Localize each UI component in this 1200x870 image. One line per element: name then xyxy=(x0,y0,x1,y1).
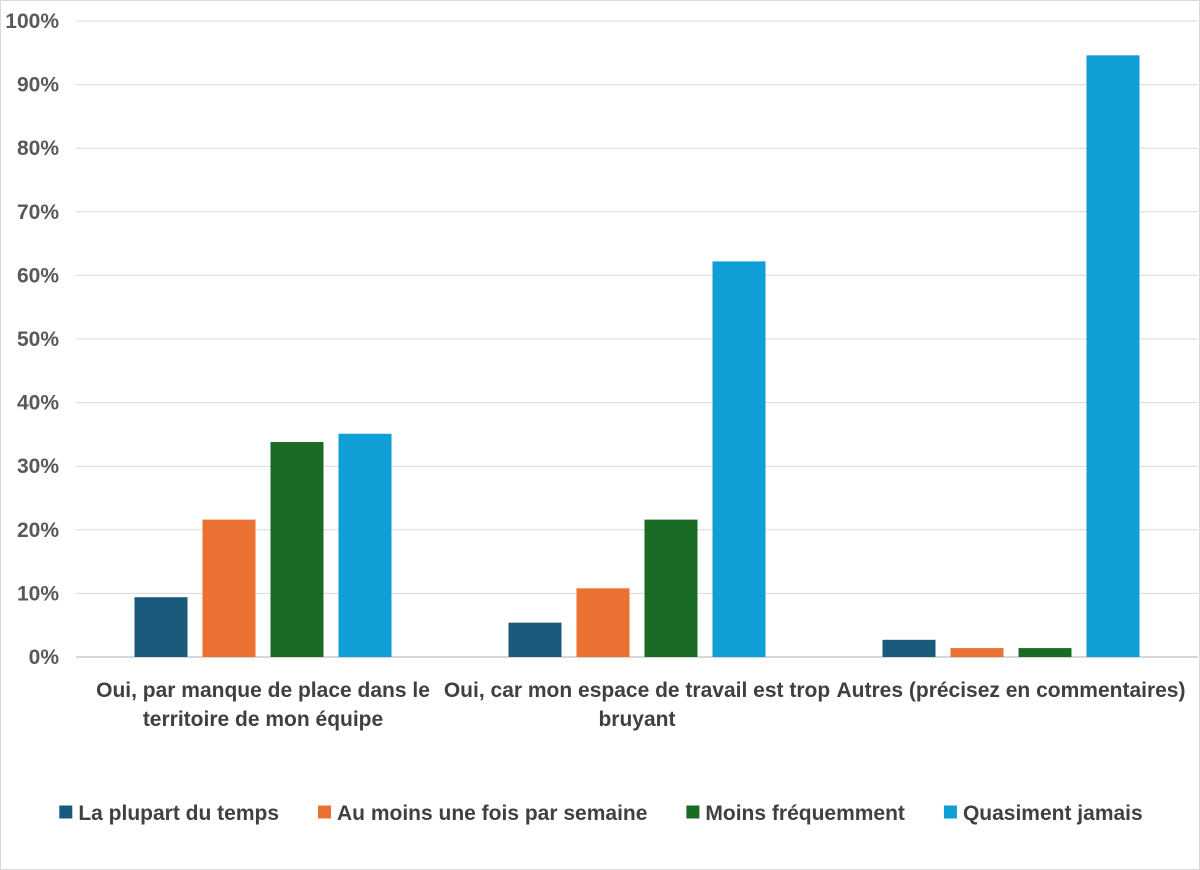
y-tick-label: 50% xyxy=(17,328,59,351)
x-category-label: Oui, par manque de place dans le territoi… xyxy=(96,679,430,731)
y-tick-label: 60% xyxy=(17,264,59,287)
y-tick-label: 0% xyxy=(29,646,60,669)
legend-swatch xyxy=(686,805,700,819)
x-axis-categories: Oui, par manque de place dans le territoi… xyxy=(96,679,1185,731)
legend-item: Quasiment jamais xyxy=(943,802,1143,825)
y-axis-ticks: 0% 10% 20% 30% 40% 50% 60% 70% 80% 90% 100% xyxy=(5,10,59,669)
legend-swatch xyxy=(318,805,331,819)
bar xyxy=(270,442,324,657)
bar xyxy=(1086,55,1140,658)
legend-item: Au moins une fois par semaine xyxy=(318,802,647,825)
x-category-label: Oui, car mon espace de travail est trop b… xyxy=(444,679,830,731)
bar xyxy=(1018,648,1072,657)
legend-swatch xyxy=(943,805,957,819)
y-tick-label: 20% xyxy=(17,519,59,542)
y-tick-label: 90% xyxy=(17,74,59,97)
bar xyxy=(134,597,188,657)
bar xyxy=(576,588,630,657)
bar xyxy=(644,519,698,657)
legend-item: Moins fréquemment xyxy=(686,802,905,825)
legend-item: La plupart du temps xyxy=(59,802,279,825)
bar xyxy=(338,433,392,657)
bar xyxy=(712,261,766,657)
x-category-label: Autres (précisez en commentaires) xyxy=(837,679,1186,702)
legend-swatch xyxy=(59,805,73,819)
legend-label: La plupart du temps xyxy=(78,802,279,825)
bar xyxy=(950,648,1004,657)
y-tick-label: 80% xyxy=(17,137,59,160)
y-tick-label: 70% xyxy=(17,201,59,224)
y-tick-label: 30% xyxy=(17,455,59,478)
legend-label: Moins fréquemment xyxy=(705,802,905,825)
bar xyxy=(882,639,936,657)
bars xyxy=(134,55,1140,658)
bar xyxy=(508,622,562,657)
legend-label: Quasiment jamais xyxy=(963,802,1143,825)
y-tick-label: 100% xyxy=(5,10,59,33)
legend-label: Au moins une fois par semaine xyxy=(337,802,647,825)
bar xyxy=(202,519,256,657)
gridlines xyxy=(76,20,1198,658)
y-tick-label: 10% xyxy=(17,582,59,605)
y-tick-label: 40% xyxy=(17,392,59,415)
legend: La plupart du temps Au moins une fois par… xyxy=(59,802,1143,825)
